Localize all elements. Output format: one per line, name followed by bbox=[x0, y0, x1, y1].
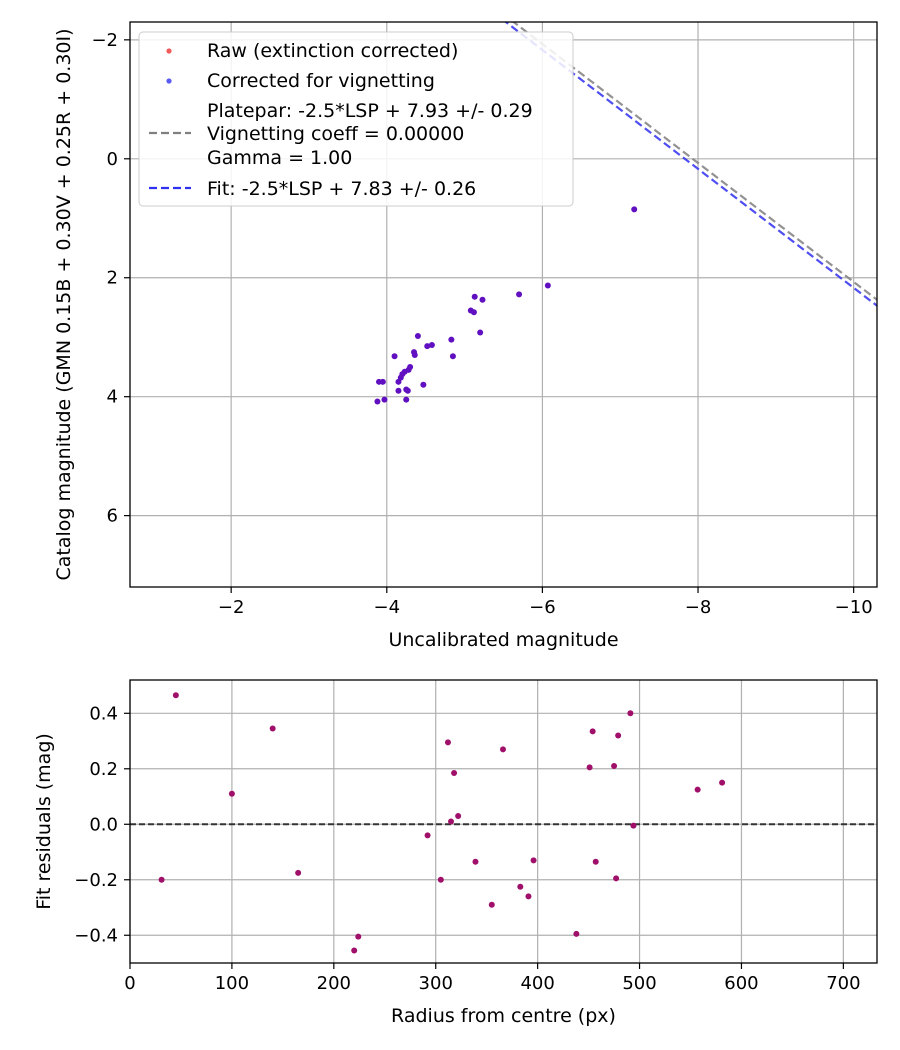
y-tick-label: 0.0 bbox=[89, 814, 118, 835]
x-tick-label: 400 bbox=[520, 973, 554, 994]
data-point bbox=[544, 282, 551, 289]
data-point bbox=[525, 893, 532, 900]
legend: Raw (extinction corrected) Corrected for … bbox=[138, 31, 574, 207]
x-tick-label: 200 bbox=[317, 973, 351, 994]
legend-label: Vignetting coeff = 0.00000 bbox=[207, 123, 464, 145]
data-point bbox=[403, 396, 410, 403]
data-point bbox=[592, 858, 599, 865]
x-tick-label: 600 bbox=[724, 973, 758, 994]
y-tick-label: 0.4 bbox=[89, 703, 118, 724]
data-point bbox=[517, 883, 524, 890]
data-point bbox=[516, 291, 523, 298]
data-point bbox=[391, 353, 398, 360]
data-point bbox=[424, 832, 431, 839]
calibration-plot: −2 −4 −6 −8 −10 −2 0 2 4 6 Uncalibrated magnitude C… bbox=[53, 21, 878, 651]
data-point bbox=[395, 387, 402, 394]
fit-line-platepar bbox=[511, 22, 877, 301]
data-point bbox=[586, 764, 593, 771]
x-axis-label: Radius from centre (px) bbox=[391, 1005, 616, 1027]
x-axis-label: Uncalibrated magnitude bbox=[388, 629, 618, 651]
legend-marker bbox=[166, 78, 172, 84]
data-point bbox=[589, 728, 596, 735]
x-tick-label: −8 bbox=[685, 597, 712, 618]
y-tick-label: 0.2 bbox=[89, 759, 118, 780]
data-point bbox=[719, 779, 726, 786]
x-tick-label: 500 bbox=[622, 973, 656, 994]
data-point bbox=[351, 947, 358, 954]
data-point bbox=[471, 293, 478, 300]
axes-frame bbox=[129, 679, 878, 964]
data-point bbox=[499, 746, 506, 753]
y-tick-label: 2 bbox=[107, 268, 118, 289]
data-point bbox=[424, 343, 431, 350]
legend-marker bbox=[166, 48, 172, 54]
data-point bbox=[470, 309, 477, 316]
legend-label: Gamma = 1.00 bbox=[207, 147, 352, 169]
legend-box bbox=[138, 31, 574, 207]
y-axis-label: Catalog magnitude (GMN 0.15B + 0.30V + 0… bbox=[53, 28, 75, 580]
data-point bbox=[472, 858, 479, 865]
x-tick-label: −10 bbox=[835, 597, 873, 618]
x-tick-label: 300 bbox=[419, 973, 453, 994]
data-point bbox=[355, 933, 362, 940]
data-point bbox=[448, 336, 455, 343]
x-tick-label: 0 bbox=[124, 973, 135, 994]
data-point bbox=[158, 876, 165, 883]
x-tick-label: 700 bbox=[826, 973, 860, 994]
data-point bbox=[172, 692, 179, 699]
data-point bbox=[428, 341, 435, 348]
y-tick-label: −2 bbox=[91, 30, 118, 51]
data-point bbox=[448, 818, 455, 825]
data-point bbox=[379, 378, 386, 385]
x-tick-label: −6 bbox=[529, 597, 556, 618]
data-point bbox=[269, 725, 276, 732]
data-point bbox=[407, 363, 414, 370]
data-point bbox=[630, 822, 637, 829]
data-point bbox=[295, 869, 302, 876]
data-point bbox=[694, 786, 701, 793]
data-point bbox=[611, 763, 618, 770]
data-point bbox=[437, 876, 444, 883]
data-point bbox=[455, 812, 462, 819]
data-point bbox=[615, 732, 622, 739]
data-point bbox=[374, 398, 381, 405]
data-point bbox=[627, 710, 634, 717]
data-point bbox=[488, 901, 495, 908]
data-point bbox=[479, 296, 486, 303]
y-tick-label: −0.2 bbox=[74, 870, 118, 891]
y-tick-label: 6 bbox=[107, 506, 118, 527]
plot-area bbox=[374, 22, 877, 405]
data-point bbox=[381, 396, 388, 403]
x-tick-label: −2 bbox=[218, 597, 245, 618]
legend-label: Corrected for vignetting bbox=[207, 70, 435, 92]
data-point bbox=[449, 353, 456, 360]
y-tick-label: 0 bbox=[107, 149, 118, 170]
data-point bbox=[573, 930, 580, 937]
y-tick-label: −0.4 bbox=[74, 925, 118, 946]
data-point bbox=[404, 387, 411, 394]
data-point bbox=[613, 875, 620, 882]
data-point bbox=[451, 769, 458, 776]
y-tick-label: 4 bbox=[107, 387, 118, 408]
data-point bbox=[411, 352, 418, 359]
residuals-plot: 0 100 200 300 400 500 600 700 −0.4 −0.2 0.0 0.2 0.4 R… bbox=[33, 679, 878, 1027]
plot-area bbox=[130, 692, 877, 954]
data-point bbox=[477, 329, 484, 336]
data-point bbox=[420, 381, 427, 388]
legend-label: Platepar: -2.5*LSP + 7.93 +/- 0.29 bbox=[207, 100, 533, 122]
legend-label: Raw (extinction corrected) bbox=[207, 40, 458, 62]
data-point bbox=[414, 333, 421, 340]
legend-label: Fit: -2.5*LSP + 7.83 +/- 0.26 bbox=[207, 178, 476, 200]
data-point bbox=[444, 739, 451, 746]
x-tick-label: 100 bbox=[215, 973, 249, 994]
data-point bbox=[228, 790, 235, 797]
axes-frame bbox=[129, 21, 878, 588]
x-tick-label: −4 bbox=[374, 597, 401, 618]
fit-line-fit bbox=[504, 22, 877, 307]
y-axis-label: Fit residuals (mag) bbox=[33, 733, 55, 910]
data-point bbox=[631, 206, 638, 213]
data-point bbox=[530, 857, 537, 864]
